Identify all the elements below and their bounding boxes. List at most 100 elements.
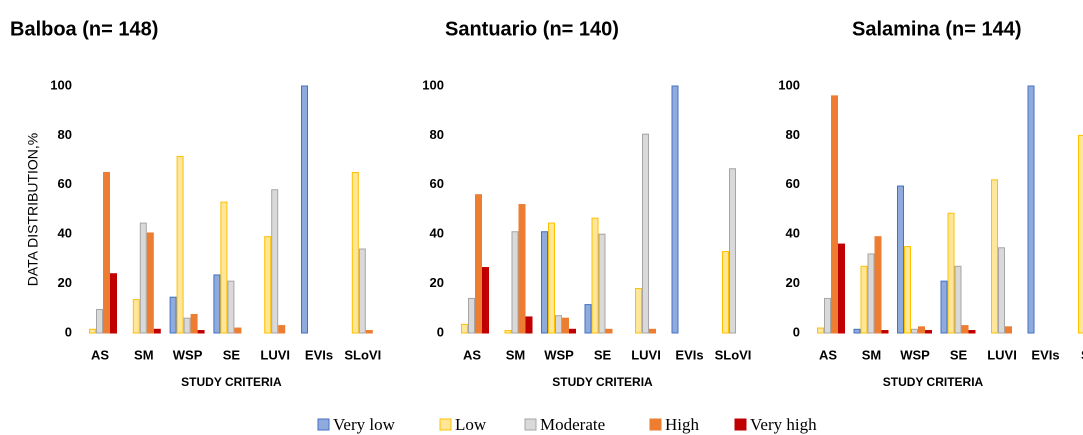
bar: [940, 280, 948, 334]
legend-swatch: [524, 418, 537, 431]
bar: [998, 247, 1005, 334]
bar: [227, 280, 235, 334]
bar: [569, 328, 576, 334]
x-tick-label: SLoVI: [344, 347, 381, 362]
panel-title: Santuario (n= 140): [445, 18, 619, 40]
bar: [1078, 134, 1083, 334]
legend-label: Very high: [750, 415, 817, 434]
legend-swatch: [439, 418, 452, 431]
bar: [139, 222, 147, 334]
bar: [961, 325, 969, 334]
bar: [968, 330, 976, 334]
y-tick-label: 0: [793, 324, 800, 339]
bar: [591, 217, 599, 334]
bar: [153, 328, 161, 334]
x-tick-label: EVIs: [675, 347, 703, 362]
x-tick-label: LUVI: [987, 347, 1017, 362]
bar: [176, 155, 184, 334]
y-tick-label: 100: [50, 77, 72, 92]
bar: [264, 236, 272, 334]
bar: [881, 330, 889, 334]
bar: [555, 315, 562, 334]
x-tick-label: SLoVI: [715, 347, 752, 362]
bar: [671, 85, 679, 334]
bar: [541, 231, 548, 334]
bar: [642, 133, 649, 334]
y-tick-label: 100: [778, 77, 800, 92]
bar: [518, 204, 526, 334]
bar: [911, 328, 918, 334]
x-tick-label: LUVI: [631, 347, 661, 362]
x-axis-label: STUDY CRITERIA: [552, 375, 653, 389]
bar: [271, 189, 279, 334]
bar: [1027, 85, 1035, 334]
bar: [89, 328, 96, 334]
x-tick-label: SE: [223, 347, 241, 362]
x-tick-label: SM: [506, 347, 526, 362]
y-tick-label: 20: [430, 275, 444, 290]
bar: [365, 330, 373, 334]
x-tick-label: LUVI: [260, 347, 290, 362]
bar: [146, 232, 154, 334]
bar: [635, 288, 642, 334]
x-tick-label: AS: [819, 347, 837, 362]
bar: [183, 317, 191, 334]
y-tick-label: 60: [430, 176, 444, 191]
legend-label: Moderate: [540, 415, 605, 434]
bar: [482, 267, 489, 334]
bar: [605, 328, 613, 334]
y-tick-label: 0: [437, 324, 444, 339]
legend-swatch: [734, 418, 747, 431]
bar: [838, 243, 845, 334]
panel-title: Salamina (n= 144): [852, 18, 1022, 40]
bar: [511, 231, 519, 334]
bar: [220, 201, 228, 334]
bar: [817, 327, 824, 334]
x-axis-label: STUDY CRITERIA: [883, 375, 984, 389]
bar: [729, 168, 736, 334]
bar: [278, 325, 286, 334]
y-tick-label: 80: [786, 127, 800, 142]
y-tick-label: 40: [58, 226, 72, 241]
x-tick-label: WSP: [900, 347, 930, 362]
x-tick-label: SE: [594, 347, 612, 362]
bar: [169, 296, 177, 334]
y-tick-label: 80: [58, 127, 72, 142]
y-tick-label: 80: [430, 127, 444, 142]
panel-title: Balboa (n= 148): [10, 18, 158, 40]
bar: [110, 273, 117, 334]
bar: [197, 330, 205, 334]
y-tick-label: 60: [58, 176, 72, 191]
bar: [904, 246, 911, 334]
y-tick-label: 20: [786, 275, 800, 290]
bar: [461, 323, 468, 334]
bar: [234, 327, 242, 334]
x-tick-label: AS: [91, 347, 109, 362]
bar: [190, 313, 198, 334]
x-tick-label: SM: [862, 347, 882, 362]
x-tick-label: SM: [134, 347, 154, 362]
y-tick-label: 40: [430, 226, 444, 241]
legend-label: Low: [455, 415, 487, 434]
bar: [548, 222, 555, 334]
bar: [947, 212, 955, 334]
y-tick-label: 100: [422, 77, 444, 92]
bar: [468, 297, 475, 334]
bar: [213, 274, 221, 334]
x-tick-label: WSP: [544, 347, 574, 362]
bar: [96, 309, 103, 334]
bar: [1005, 326, 1012, 334]
legend-label: Very low: [333, 415, 396, 434]
bar: [562, 317, 569, 334]
bar: [954, 265, 962, 334]
bar: [897, 185, 904, 334]
bar: [867, 253, 875, 334]
bar: [991, 179, 998, 334]
bar: [824, 297, 831, 334]
legend-swatch: [317, 418, 330, 431]
bar: [351, 171, 359, 334]
x-tick-label: EVIs: [1031, 347, 1059, 362]
bar: [103, 171, 110, 334]
bar: [504, 330, 512, 334]
